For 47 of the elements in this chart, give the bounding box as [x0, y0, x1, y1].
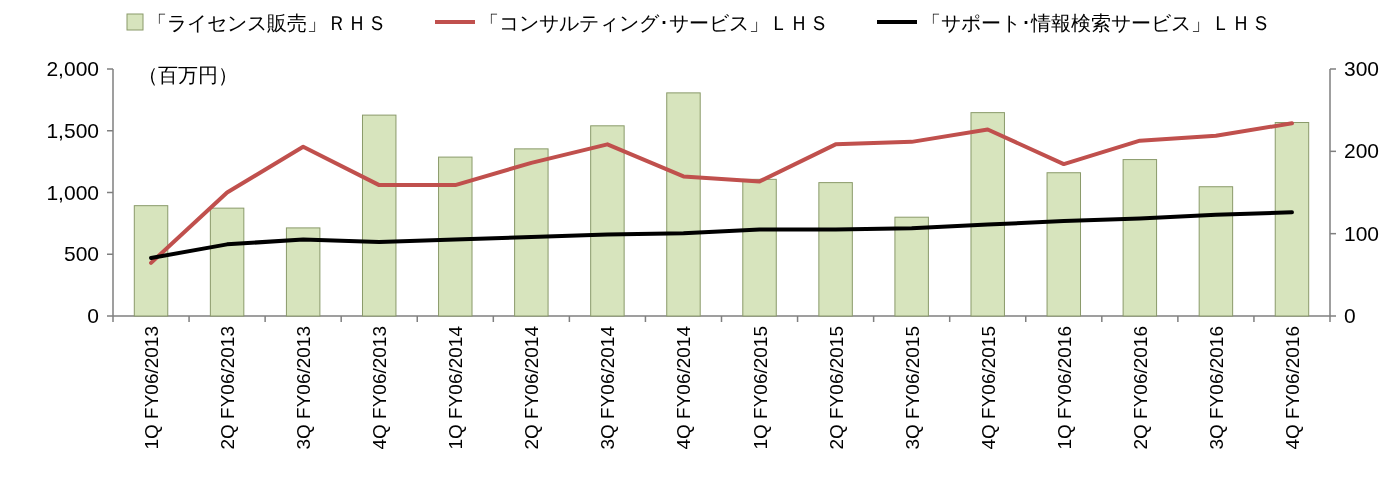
y-tick-label: 1,000: [46, 180, 99, 204]
y-tick-label: 1,500: [46, 118, 99, 142]
bar: [666, 92, 701, 317]
annotation: （百万円）: [138, 64, 238, 86]
x-tick-label: 2Q FY06/2014: [521, 325, 543, 450]
bar: [285, 227, 321, 317]
y-tick-label: 2,000: [46, 57, 99, 80]
y-tick-label: 500: [63, 242, 99, 266]
bar: [438, 156, 473, 317]
x-tick-label: 2Q FY06/2013: [217, 326, 239, 450]
x-tick-label: 1Q FY06/2016: [1053, 326, 1075, 450]
bar: [1046, 172, 1082, 317]
bar: [1274, 122, 1310, 317]
bar: [1122, 159, 1158, 317]
line-series: [149, 121, 1294, 265]
x-tick-label: 1Q FY06/2014: [445, 325, 467, 450]
bar: [133, 205, 169, 317]
bar: [514, 148, 549, 317]
x-tick-label: 3Q FY06/2016: [1205, 326, 1227, 450]
y2-tick-label: 0: [1344, 304, 1356, 327]
legend-label: 「サポート･情報検索サービス」ＬＨＳ: [921, 12, 1271, 34]
bar: [742, 178, 777, 317]
x-tick-label: 4Q FY06/2015: [977, 326, 999, 450]
y2-tick-label: 300: [1344, 57, 1380, 80]
y-tick-label: 0: [87, 304, 99, 327]
x-tick-label: 4Q FY06/2013: [369, 326, 391, 450]
bar: [894, 216, 929, 317]
bar: [970, 112, 1005, 317]
x-tick-label: 1Q FY06/2013: [141, 326, 163, 450]
bar: [361, 114, 397, 317]
x-tick-label: 3Q FY06/2013: [293, 326, 315, 450]
x-tick-label: 3Q FY06/2015: [901, 326, 923, 450]
x-tick-label: 1Q FY06/2015: [749, 326, 771, 450]
x-tick-label: 2Q FY06/2016: [1129, 326, 1151, 450]
x-tick-label: 3Q FY06/2014: [597, 325, 619, 450]
y2-tick-label: 200: [1344, 139, 1380, 163]
bar: [590, 125, 625, 317]
x-tick-label: 4Q FY06/2014: [673, 325, 695, 450]
bar: [209, 207, 245, 317]
bar: [818, 182, 853, 317]
x-tick-label: 4Q FY06/2016: [1281, 326, 1303, 450]
legend-label: 「ライセンス販売」ＲＨＳ: [147, 12, 387, 34]
y2-tick-label: 100: [1344, 221, 1380, 245]
line-series: [149, 210, 1294, 260]
legend-label: 「コンサルティング･サービス」ＬＨＳ: [479, 12, 829, 34]
x-tick-label: 2Q FY06/2015: [825, 326, 847, 450]
bar: [1198, 186, 1234, 317]
